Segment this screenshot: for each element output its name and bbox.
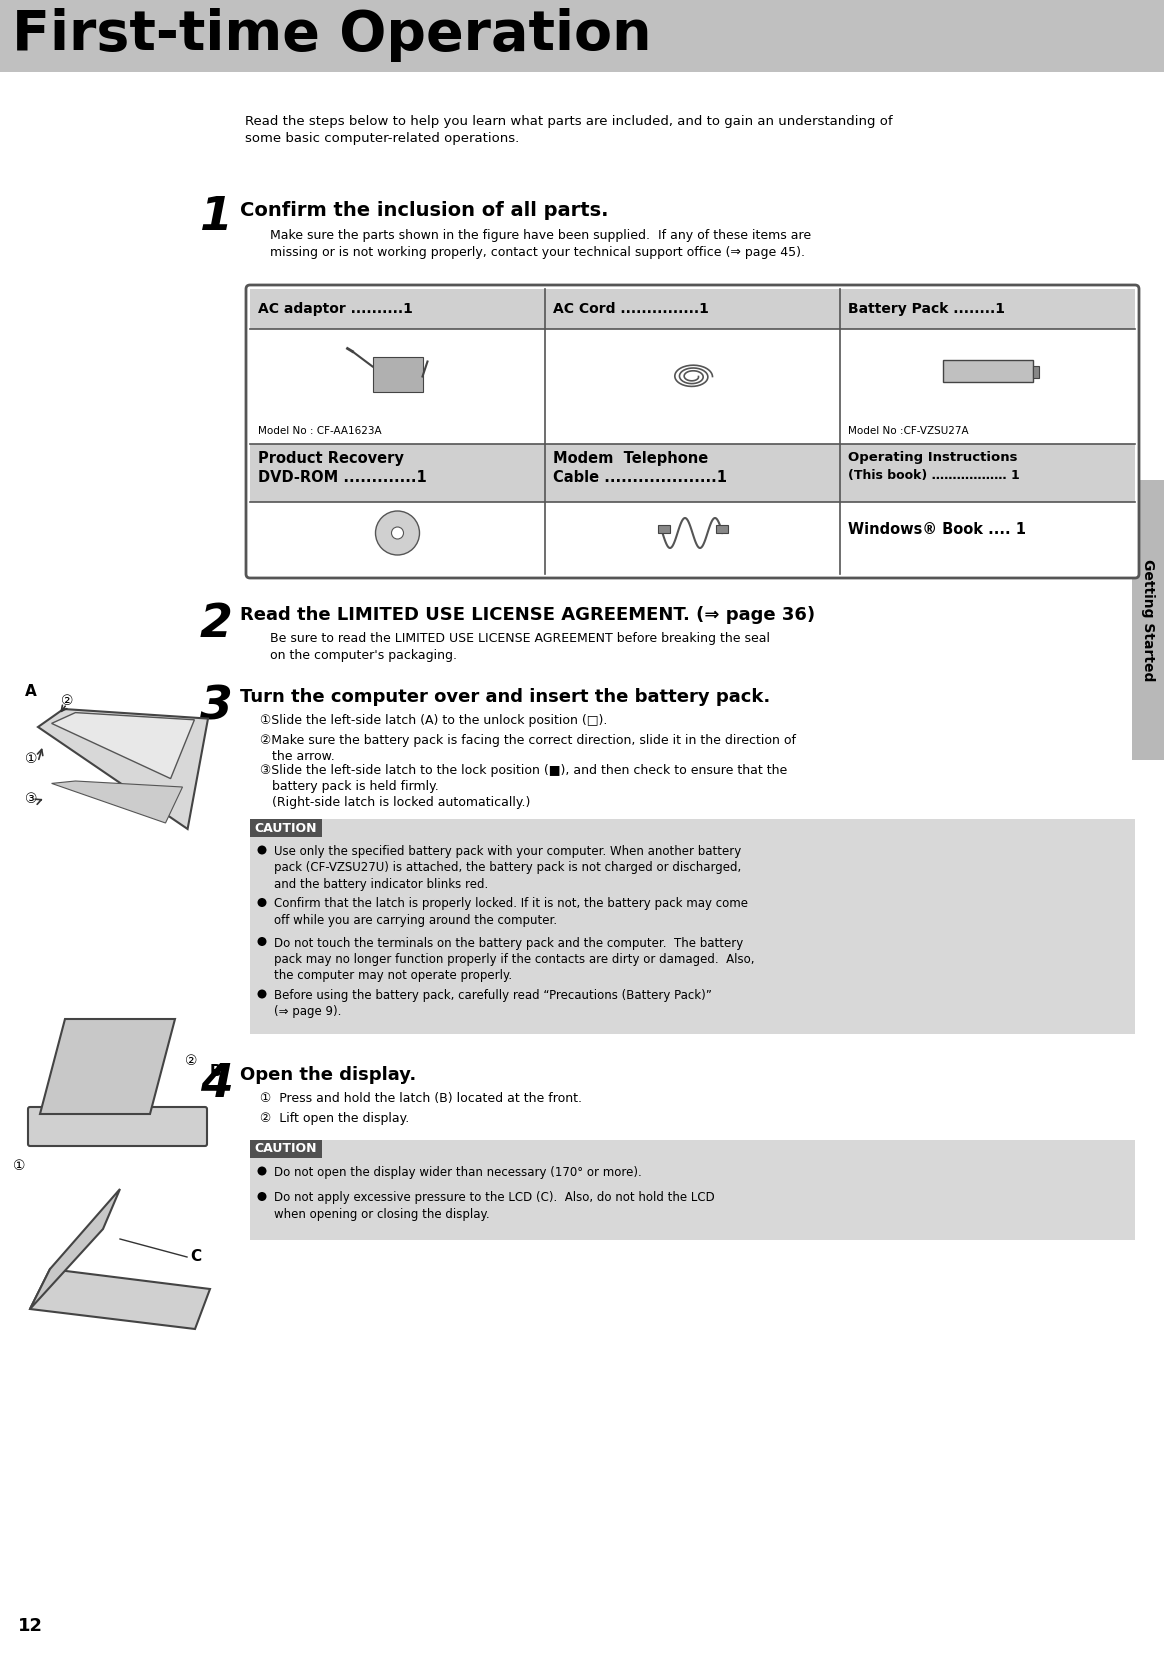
Text: 4: 4: [200, 1061, 233, 1108]
FancyBboxPatch shape: [28, 1108, 207, 1146]
Bar: [1133, 479, 1164, 760]
Circle shape: [257, 898, 267, 907]
Polygon shape: [40, 1018, 175, 1114]
Text: ②: ②: [185, 1055, 198, 1068]
Polygon shape: [38, 709, 208, 830]
Circle shape: [257, 845, 267, 855]
Text: Before using the battery pack, carefully read “Precautions (Battery Pack)”
(⇒ pa: Before using the battery pack, carefully…: [274, 988, 712, 1018]
Text: AC adaptor ..........1: AC adaptor ..........1: [258, 302, 413, 316]
Bar: [943, 359, 1032, 382]
Text: ②  Lift open the display.: ② Lift open the display.: [260, 1112, 410, 1126]
Text: Read the steps below to help you learn what parts are included, and to gain an u: Read the steps below to help you learn w…: [244, 116, 893, 145]
Text: Do not touch the terminals on the battery pack and the computer.  The battery
pa: Do not touch the terminals on the batter…: [274, 937, 754, 982]
FancyBboxPatch shape: [246, 284, 1140, 579]
Text: 2: 2: [200, 602, 233, 646]
Text: Operating Instructions: Operating Instructions: [849, 451, 1017, 464]
Text: Read the LIMITED USE LICENSE AGREEMENT. (⇒ page 36): Read the LIMITED USE LICENSE AGREEMENT. …: [240, 607, 815, 623]
Text: 1: 1: [200, 195, 233, 240]
Circle shape: [391, 527, 404, 539]
Text: ①  Press and hold the latch (B) located at the front.: ① Press and hold the latch (B) located a…: [260, 1093, 582, 1104]
Text: ②: ②: [61, 694, 73, 707]
Text: Open the display.: Open the display.: [240, 1066, 417, 1084]
Bar: [250, 818, 1135, 1035]
Bar: [372, 357, 423, 392]
Text: CAUTION: CAUTION: [255, 1142, 318, 1155]
Text: Do not open the display wider than necessary (170° or more).: Do not open the display wider than neces…: [274, 1165, 641, 1179]
Circle shape: [257, 990, 267, 998]
Polygon shape: [51, 780, 183, 823]
Bar: [250, 1141, 322, 1159]
Text: (This book) ……………… 1: (This book) ……………… 1: [849, 469, 1020, 483]
Text: C: C: [190, 1250, 201, 1265]
Circle shape: [257, 937, 267, 946]
Bar: [250, 445, 1135, 503]
Text: Windows® Book .... 1: Windows® Book .... 1: [849, 522, 1025, 537]
Text: Do not apply excessive pressure to the LCD (C).  Also, do not hold the LCD
when : Do not apply excessive pressure to the L…: [274, 1192, 715, 1222]
Text: Confirm that the latch is properly locked. If it is not, the battery pack may co: Confirm that the latch is properly locke…: [274, 898, 748, 927]
Text: Be sure to read the LIMITED USE LICENSE AGREEMENT before breaking the seal
on th: Be sure to read the LIMITED USE LICENSE …: [270, 631, 771, 661]
Polygon shape: [51, 712, 194, 779]
Bar: [250, 289, 1135, 329]
Bar: [0, 0, 1164, 73]
Text: A: A: [24, 684, 37, 699]
Circle shape: [257, 1192, 267, 1202]
Text: ①Slide the left-side latch (A) to the unlock position (□).: ①Slide the left-side latch (A) to the un…: [260, 714, 608, 727]
Text: Make sure the parts shown in the figure have been supplied.  If any of these ite: Make sure the parts shown in the figure …: [270, 230, 811, 260]
Text: Product Recovery
DVD-ROM .............1: Product Recovery DVD-ROM .............1: [258, 451, 427, 484]
Bar: [250, 1141, 1135, 1240]
Text: AC Cord ...............1: AC Cord ...............1: [553, 302, 709, 316]
Text: Battery Pack ........1: Battery Pack ........1: [849, 302, 1005, 316]
Bar: [1032, 365, 1038, 377]
Text: ①: ①: [13, 1159, 24, 1174]
Text: B: B: [210, 1065, 221, 1079]
Text: 12: 12: [17, 1617, 43, 1635]
Text: Use only the specified battery pack with your computer. When another battery
pac: Use only the specified battery pack with…: [274, 845, 741, 891]
Text: Turn the computer over and insert the battery pack.: Turn the computer over and insert the ba…: [240, 688, 771, 706]
Bar: [716, 526, 728, 532]
Polygon shape: [30, 1189, 120, 1309]
Text: ①: ①: [24, 752, 37, 765]
Text: CAUTION: CAUTION: [255, 822, 318, 835]
Text: First-time Operation: First-time Operation: [12, 8, 652, 63]
Text: 3: 3: [200, 684, 233, 729]
Polygon shape: [30, 1270, 210, 1329]
Bar: [658, 526, 669, 532]
Text: Getting Started: Getting Started: [1141, 559, 1155, 681]
Text: Model No :CF-VZSU27A: Model No :CF-VZSU27A: [849, 426, 968, 436]
Text: ③Slide the left-side latch to the lock position (■), and then check to ensure th: ③Slide the left-side latch to the lock p…: [260, 764, 787, 808]
Text: Model No : CF-AA1623A: Model No : CF-AA1623A: [258, 426, 382, 436]
Text: ②Make sure the battery pack is facing the correct direction, slide it in the dir: ②Make sure the battery pack is facing th…: [260, 734, 796, 764]
Text: Confirm the inclusion of all parts.: Confirm the inclusion of all parts.: [240, 202, 609, 220]
Circle shape: [376, 511, 419, 555]
Bar: [250, 818, 322, 836]
Text: ③: ③: [24, 792, 37, 807]
Text: Modem  Telephone
Cable ....................1: Modem Telephone Cable ..................…: [553, 451, 728, 484]
Circle shape: [257, 1167, 267, 1175]
